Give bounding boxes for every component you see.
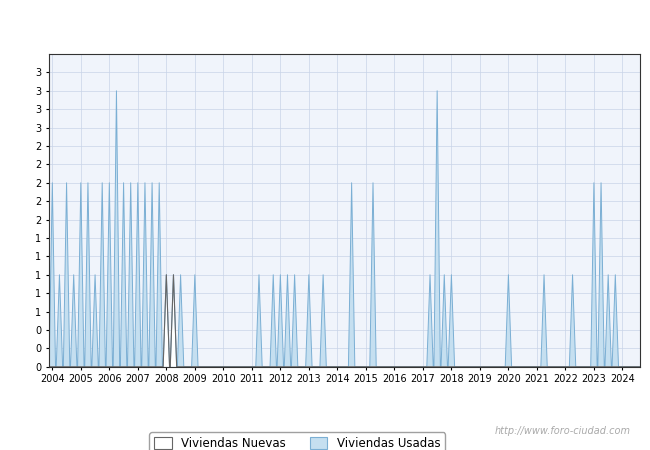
Legend: Viviendas Nuevas, Viviendas Usadas: Viviendas Nuevas, Viviendas Usadas	[150, 432, 445, 450]
Text: http://www.foro-ciudad.com: http://www.foro-ciudad.com	[495, 427, 630, 436]
Text: Villalba de los Alcores - Evolucion del Nº de Transacciones Inmobiliarias: Villalba de los Alcores - Evolucion del …	[86, 17, 564, 30]
